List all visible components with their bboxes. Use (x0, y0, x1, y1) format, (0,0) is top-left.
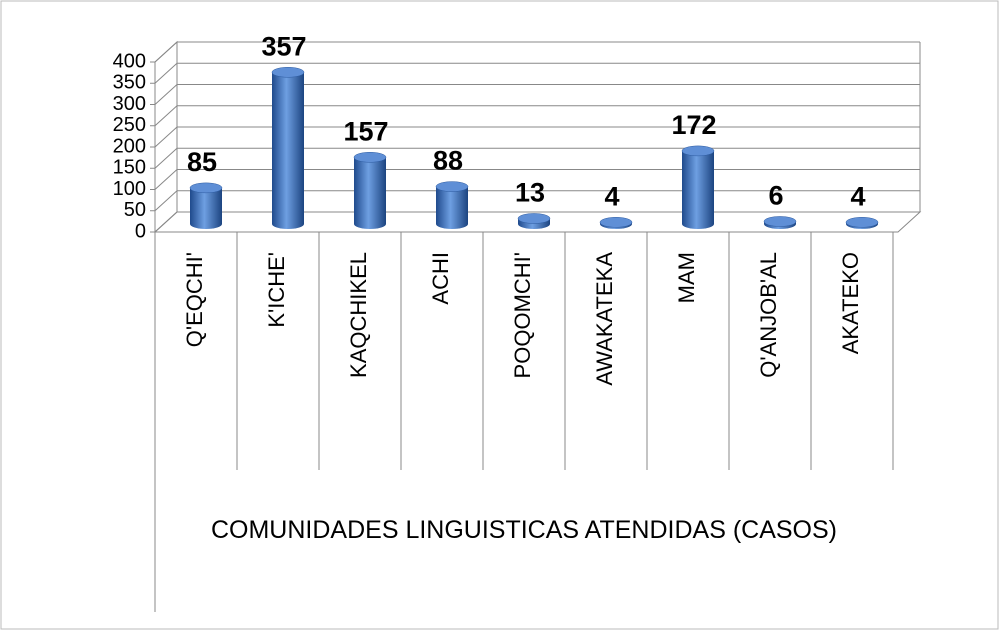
bar (272, 72, 304, 230)
grid-line (154, 62, 920, 84)
x-tick-label: ACHI (428, 252, 453, 305)
y-tick-label: 300 (113, 93, 146, 115)
grid-line (154, 190, 920, 212)
grid-line (154, 105, 920, 127)
x-tick-label: MAM (674, 252, 699, 303)
bar-top (763, 216, 797, 227)
bar-top (353, 152, 387, 163)
value-label: 157 (343, 116, 388, 146)
y-tick-label: 150 (113, 157, 146, 179)
bar-top (189, 182, 223, 194)
grid-line (154, 126, 920, 148)
value-label: 4 (604, 181, 619, 211)
x-tick-label: AKATEKO (838, 252, 863, 354)
bar-top (599, 217, 633, 228)
bar (354, 157, 386, 229)
y-tick-label: 350 (113, 72, 146, 94)
grid-line (154, 169, 920, 190)
x-tick-label: KAQCHIKEL (346, 252, 371, 378)
value-label: 357 (261, 31, 306, 61)
bar-top (681, 145, 715, 157)
bar-top (271, 67, 305, 78)
bar (190, 187, 222, 229)
bar-top (517, 213, 551, 224)
bar-top (845, 217, 879, 228)
y-tick-label: 200 (113, 135, 146, 157)
grid-line (154, 41, 920, 63)
bar-top (435, 181, 469, 192)
y-tick-label: 400 (113, 50, 146, 72)
grid-line (154, 147, 920, 169)
x-tick-label: Q'EQCHI' (182, 252, 207, 347)
grid-line (154, 84, 920, 105)
value-label: 4 (850, 181, 865, 211)
bar (682, 150, 714, 229)
x-tick-label: AWAKATEKA (592, 252, 617, 386)
x-tick-label: Q'ANJOB'AL (756, 252, 781, 378)
x-axis-label: COMUNIDADES LINGUISTICAS ATENDIDAS (CASO… (210, 516, 837, 544)
x-tick-label: POQOMCHI' (510, 252, 535, 378)
value-label: 6 (768, 181, 783, 211)
value-label: 85 (187, 147, 217, 177)
y-tick-label: 50 (124, 199, 146, 221)
grid-line (154, 211, 920, 233)
value-label: 172 (671, 110, 716, 140)
bar (436, 186, 468, 229)
y-tick-label: 0 (135, 220, 146, 242)
value-label: 13 (515, 178, 545, 208)
value-label: 88 (433, 146, 463, 176)
y-tick-label: 100 (113, 178, 146, 200)
y-tick-label: 250 (113, 114, 146, 136)
x-tick-label: K'ICHE' (264, 252, 289, 328)
